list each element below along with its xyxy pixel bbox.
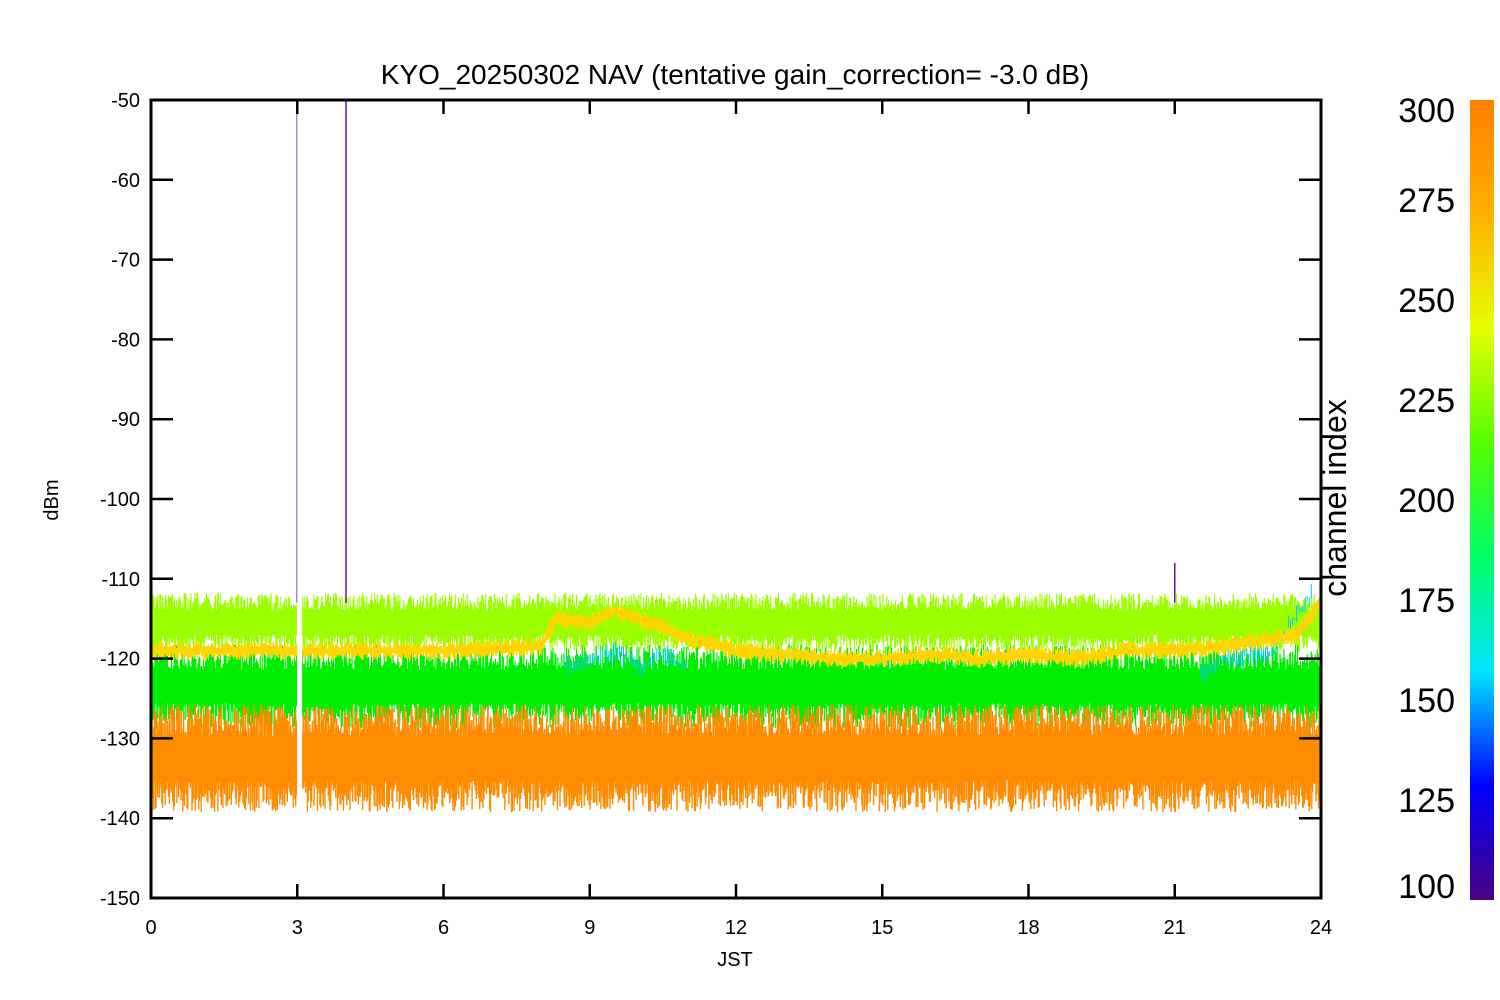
y-tick-label: -60 xyxy=(111,170,140,192)
y-tick-label: -70 xyxy=(111,250,140,272)
data-layer xyxy=(151,100,1321,898)
y-tick-label: -120 xyxy=(100,649,140,671)
y-tick-label: -80 xyxy=(111,329,140,351)
series-ch290 xyxy=(151,704,1321,813)
series-ch215 xyxy=(151,644,1321,729)
colorbar-ticks: 300 275 250 225 200 175 150 125 100 xyxy=(1398,92,1455,906)
series-ch245 xyxy=(151,592,1321,653)
series-ch290-trace xyxy=(151,704,1321,813)
series-ch260-trace xyxy=(151,596,1321,668)
chart-title: KYO_20250302 NAV (tentative gain_correct… xyxy=(381,59,1089,90)
x-tick-label: 6 xyxy=(438,917,449,939)
x-tick-label: 15 xyxy=(871,917,893,939)
series-ch110 xyxy=(296,100,1176,603)
colorbar-tick-label: 200 xyxy=(1398,482,1455,520)
series-ch260 xyxy=(151,596,1321,668)
x-tick-label: 3 xyxy=(292,917,303,939)
x-tick-label: 24 xyxy=(1310,917,1332,939)
y-tick-label: -90 xyxy=(111,409,140,431)
y-tick-label: -110 xyxy=(101,569,140,591)
series-ch245-trace xyxy=(151,592,1321,653)
colorbar-tick-label: 100 xyxy=(1398,868,1455,906)
x-tick-label: 9 xyxy=(584,917,595,939)
x-tick-label: 12 xyxy=(725,917,747,939)
plot-area: 0 3 6 9 12 15 18 21 24 -50 -60 -70 -80 -90 -100 -110 -1… xyxy=(100,90,1332,939)
x-tick-label: 21 xyxy=(1164,917,1186,939)
series-ch215-trace xyxy=(151,644,1321,729)
colorbar-tick-label: 175 xyxy=(1398,582,1455,620)
colorbar-label: channel index xyxy=(1317,399,1353,596)
colorbar-tick-label: 225 xyxy=(1398,382,1455,420)
data-gap xyxy=(297,100,303,898)
y-tick-label: -140 xyxy=(100,808,140,830)
y-tick-label: -130 xyxy=(100,728,140,750)
y-tick-label: -50 xyxy=(111,90,140,112)
y-tick-label: -100 xyxy=(100,489,140,511)
x-tick-label: 18 xyxy=(1017,917,1039,939)
colorbar-tick-label: 250 xyxy=(1398,282,1455,320)
colorbar-tick-label: 275 xyxy=(1398,182,1455,220)
colorbar-tick-label: 300 xyxy=(1398,92,1455,130)
y-tick-label: -150 xyxy=(100,888,140,910)
y-axis-label: dBm xyxy=(41,479,63,520)
x-axis-label: JST xyxy=(717,949,753,971)
colorbar-tick-label: 125 xyxy=(1398,782,1455,820)
x-tick-label: 0 xyxy=(145,917,156,939)
x-axis-ticks: 0 3 6 9 12 15 18 21 24 xyxy=(145,100,1332,939)
colorbar: 300 275 250 225 200 175 150 125 100 channel inde… xyxy=(1317,92,1494,906)
colorbar-gradient xyxy=(1470,100,1494,900)
y-axis-ticks: -50 -60 -70 -80 -90 -100 -110 -120 -130 -140 -150 xyxy=(100,90,1321,910)
colorbar-tick-label: 150 xyxy=(1398,682,1455,720)
